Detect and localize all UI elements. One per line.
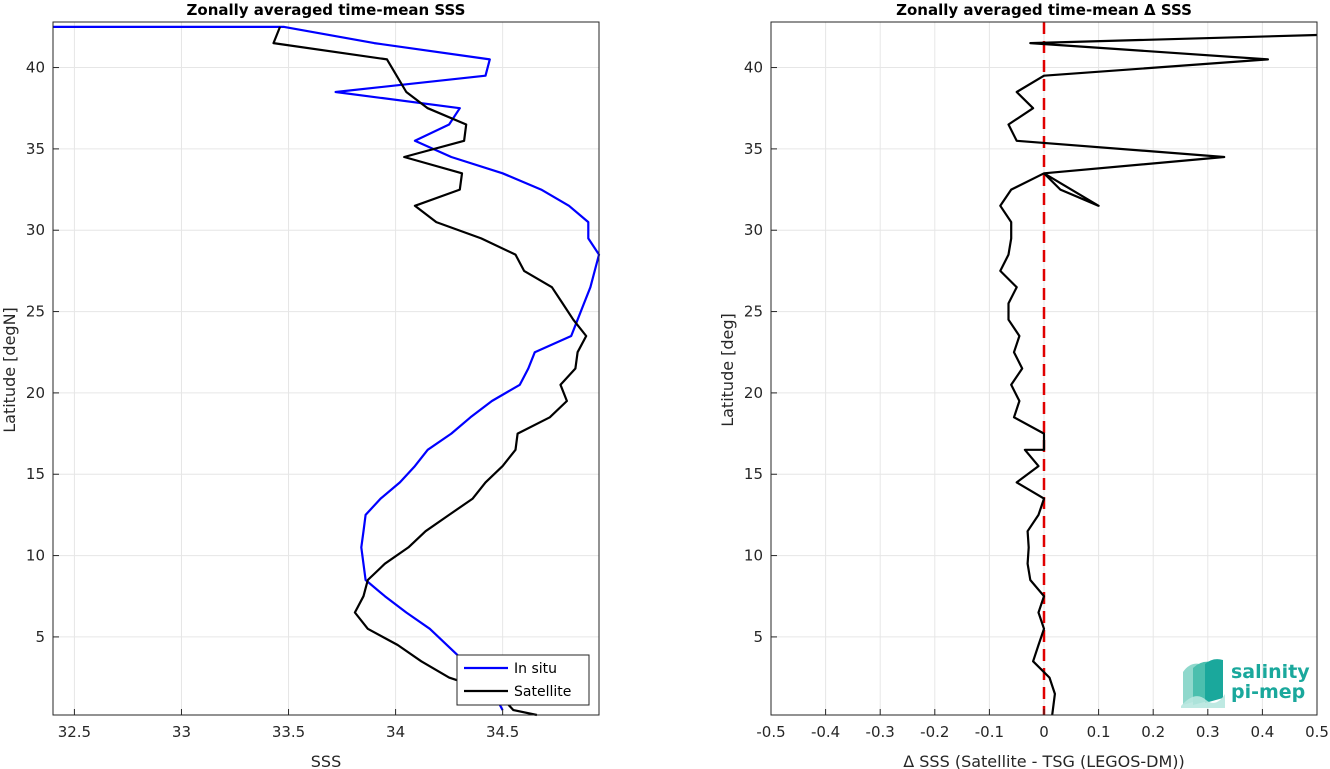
y-tick-label: 40	[744, 59, 763, 77]
y-tick-label: 30	[744, 221, 763, 239]
x-tick-label: 0.2	[1141, 723, 1165, 741]
x-tick-label: 34	[386, 723, 405, 741]
y-tick-label: 40	[26, 59, 45, 77]
x-tick-label: 0.5	[1305, 723, 1329, 741]
series-line-satellite	[272, 26, 588, 717]
right-x-axis-label: Δ SSS (Satellite - TSG (LEGOS-DM))	[903, 752, 1185, 769]
x-tick-label: -0.2	[920, 723, 949, 741]
y-tick-label: 10	[26, 547, 45, 565]
left-gridlines	[53, 22, 599, 715]
legend-label-in-situ: In situ	[514, 661, 557, 677]
y-tick-label: 5	[753, 628, 763, 646]
y-tick-label: 30	[26, 221, 45, 239]
x-tick-label: -0.4	[811, 723, 840, 741]
logo-text-pi-mep: pi-mep	[1231, 681, 1305, 703]
y-tick-label: 5	[35, 628, 45, 646]
right-chart: -0.5 -0.4 -0.3 -0.2 -0.1 0 0.1 0.2 0.3 0.4 0.5 5 10 1…	[718, 1, 1329, 769]
y-tick-label: 15	[744, 465, 763, 483]
x-tick-label: 32.5	[58, 723, 91, 741]
y-tick-label: 25	[26, 303, 45, 321]
right-chart-title: Zonally averaged time-mean Δ SSS	[896, 1, 1192, 19]
x-tick-label: -0.3	[866, 723, 895, 741]
x-tick-label: -0.1	[975, 723, 1004, 741]
salinity-pi-mep-logo: salinity pi-mep	[1181, 659, 1310, 708]
left-series-lines	[53, 25, 601, 717]
right-series-lines	[999, 22, 1318, 716]
series-line-delta-sss	[999, 33, 1318, 716]
x-tick-label: 33.5	[272, 723, 305, 741]
legend: In situ Satellite	[456, 654, 590, 706]
series-line-in-situ	[53, 25, 601, 711]
left-chart-title: Zonally averaged time-mean SSS	[187, 1, 466, 19]
y-tick-label: 20	[26, 384, 45, 402]
x-tick-label: 34.5	[486, 723, 519, 741]
x-tick-label: 0.4	[1250, 723, 1274, 741]
x-tick-label: 0.3	[1196, 723, 1220, 741]
y-tick-label: 35	[744, 140, 763, 158]
x-tick-label: 0	[1039, 723, 1049, 741]
left-x-axis-label: SSS	[311, 752, 341, 769]
right-y-axis-label: Latitude [deg]	[718, 313, 737, 427]
y-tick-label: 20	[744, 384, 763, 402]
y-tick-label: 35	[26, 140, 45, 158]
left-chart: 32.5 33 33.5 34 34.5 5 10 15 20 25 30 35 40 Zonally …	[0, 1, 601, 769]
left-y-axis-label: Latitude [degN]	[0, 307, 19, 433]
x-tick-label: 0.1	[1087, 723, 1111, 741]
wave-logo-icon	[1181, 659, 1225, 708]
legend-box	[456, 654, 590, 706]
y-tick-label: 10	[744, 547, 763, 565]
legend-label-satellite: Satellite	[514, 684, 571, 700]
right-ticks: -0.5 -0.4 -0.3 -0.2 -0.1 0 0.1 0.2 0.3 0.4 0.5 5 10 1…	[744, 59, 1329, 741]
y-tick-label: 15	[26, 465, 45, 483]
left-ticks: 32.5 33 33.5 34 34.5 5 10 15 20 25 30 35 40	[26, 59, 519, 741]
y-tick-label: 25	[744, 303, 763, 321]
logo-text-salinity: salinity	[1231, 661, 1310, 683]
left-axes-frame	[52, 21, 600, 716]
x-tick-label: -0.5	[756, 723, 785, 741]
x-tick-label: 33	[172, 723, 191, 741]
